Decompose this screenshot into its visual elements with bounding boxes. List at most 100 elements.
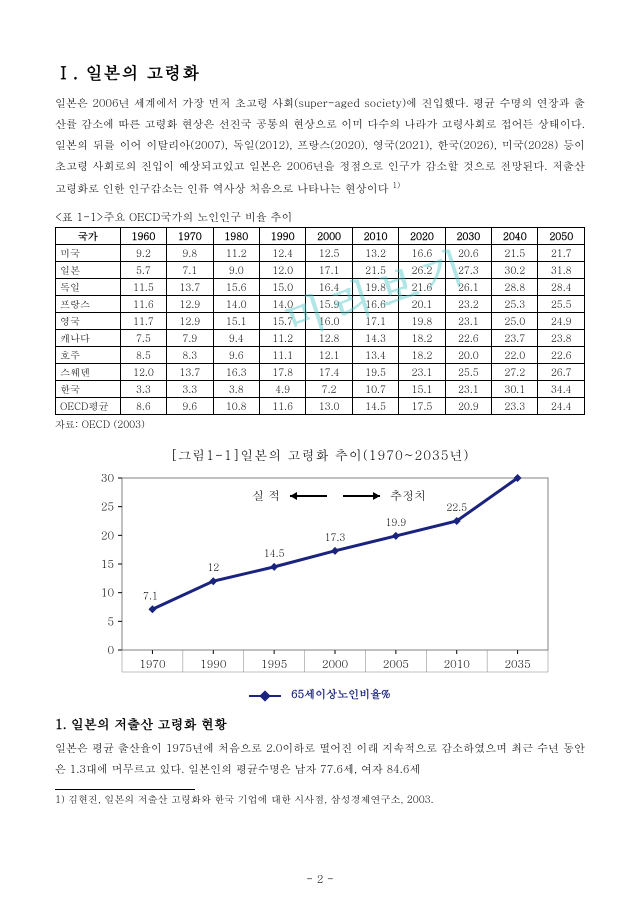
table-cell: 8.3 [167, 347, 213, 364]
svg-text:10: 10 [101, 586, 115, 601]
svg-text:추정치: 추정치 [390, 487, 426, 504]
svg-text:2005: 2005 [383, 657, 409, 672]
table-cell: 7.9 [167, 330, 213, 347]
table-cell: 23.8 [538, 330, 585, 347]
table-cell: 28.8 [492, 279, 538, 296]
table-cell: 17.8 [259, 364, 305, 381]
table-cell: 9.6 [213, 347, 259, 364]
table-cell: 14.3 [352, 330, 398, 347]
table-cell: 호주 [56, 347, 121, 364]
table-cell: 캐나다 [56, 330, 121, 347]
paragraph-1: 일본은 2006년 세계에서 가장 먼저 초고령 사회(super-aged s… [55, 94, 585, 200]
table-row: 미국9.29.811.212.412.513.216.620.621.521.7 [56, 245, 585, 262]
table-cell: 20.0 [445, 347, 491, 364]
svg-text:실 적: 실 적 [252, 487, 280, 504]
table-cell: 34.4 [538, 381, 585, 398]
table-cell: 14.0 [259, 296, 305, 313]
table-cell: 31.8 [538, 262, 585, 279]
table-row: 프랑스11.612.914.014.015.916.620.123.225.32… [56, 296, 585, 313]
table-cell: 16.6 [399, 245, 445, 262]
table-header-cell: 2000 [306, 228, 352, 245]
table-cell: 24.4 [538, 398, 585, 415]
table-cell: 11.6 [259, 398, 305, 415]
svg-text:2000: 2000 [322, 657, 349, 672]
svg-text:30: 30 [101, 471, 115, 486]
table-cell: 10.8 [213, 398, 259, 415]
svg-text:30: 30 [512, 468, 524, 471]
table-cell: 독일 [56, 279, 121, 296]
table-cell: 16.4 [306, 279, 352, 296]
table-cell: 30.2 [492, 262, 538, 279]
table-cell: 23.1 [445, 313, 491, 330]
table-cell: 7.1 [167, 262, 213, 279]
footnote-mark-1: 1) [392, 180, 400, 191]
table-row: OECD평균8.69.610.811.613.014.517.520.923.3… [56, 398, 585, 415]
table-caption: <표 1-1>주요 OECD국가의 노인인구 비율 추이 [55, 210, 585, 225]
table-header-cell: 2050 [538, 228, 585, 245]
chart-box: 0510152025301970199019952000200520102035… [80, 468, 560, 683]
table-cell: 21.6 [399, 279, 445, 296]
table-cell: 18.2 [399, 347, 445, 364]
table-cell: 15.7 [259, 313, 305, 330]
legend-label: 65세이상노인비율% [291, 687, 391, 702]
svg-text:1995: 1995 [261, 657, 287, 672]
legend-marker-icon [249, 695, 281, 697]
table-header-cell: 1980 [213, 228, 259, 245]
table-header-cell: 2040 [492, 228, 538, 245]
table-cell: 19.8 [399, 313, 445, 330]
table-cell: 26.7 [538, 364, 585, 381]
table-cell: 9.6 [167, 398, 213, 415]
table-cell: 16.0 [306, 313, 352, 330]
table-cell: 12.4 [259, 245, 305, 262]
svg-text:1990: 1990 [200, 657, 227, 672]
table-cell: 9.4 [213, 330, 259, 347]
table-cell: 21.5 [352, 262, 398, 279]
paragraph-2: 일본은 평균 출산율이 1975년에 처음으로 2.0이하로 떨어진 이래 지속… [55, 739, 585, 781]
table-header-cell: 2030 [445, 228, 491, 245]
oecd-table: 국가19601970198019902000201020202030204020… [55, 227, 585, 415]
table-cell: 22.6 [445, 330, 491, 347]
table-cell: 19.5 [352, 364, 398, 381]
table-cell: 15.1 [213, 313, 259, 330]
table-cell: 3.3 [120, 381, 166, 398]
table-header-cell: 2010 [352, 228, 398, 245]
table-source: 자료: OECD (2003) [55, 417, 585, 431]
table-cell: 25.3 [492, 296, 538, 313]
table-cell: 12.0 [259, 262, 305, 279]
svg-text:22.5: 22.5 [446, 500, 467, 514]
table-cell: 19.8 [352, 279, 398, 296]
svg-text:2035: 2035 [504, 657, 530, 672]
table-row: 스웨덴12.013.716.317.817.419.523.125.527.22… [56, 364, 585, 381]
table-cell: 27.3 [445, 262, 491, 279]
table-cell: 10.7 [352, 381, 398, 398]
table-cell: 16.3 [213, 364, 259, 381]
svg-text:1970: 1970 [139, 657, 166, 672]
table-cell: 25.5 [538, 296, 585, 313]
table-cell: 7.5 [120, 330, 166, 347]
table-cell: 17.5 [399, 398, 445, 415]
table-cell: 12.5 [306, 245, 352, 262]
table-cell: 25.5 [445, 364, 491, 381]
table-row: 일본5.77.19.012.017.121.526.227.330.231.8 [56, 262, 585, 279]
table-header-cell: 1990 [259, 228, 305, 245]
table-cell: 미국 [56, 245, 121, 262]
table-cell: 14.0 [213, 296, 259, 313]
table-cell: 20.9 [445, 398, 491, 415]
table-cell: 9.2 [120, 245, 166, 262]
table-cell: 3.3 [167, 381, 213, 398]
table-cell: 영국 [56, 313, 121, 330]
table-cell: 13.0 [306, 398, 352, 415]
chart-legend: 65세이상노인비율% [55, 687, 585, 702]
svg-text:14.5: 14.5 [264, 546, 285, 560]
footnote-rule [55, 789, 195, 790]
table-row: 독일11.513.715.615.016.419.821.626.128.828… [56, 279, 585, 296]
table-cell: 12.9 [167, 296, 213, 313]
table-cell: 15.6 [213, 279, 259, 296]
table-cell: 프랑스 [56, 296, 121, 313]
table-cell: 26.2 [399, 262, 445, 279]
table-cell: 12.1 [306, 347, 352, 364]
table-cell: 3.8 [213, 381, 259, 398]
table-cell: 14.5 [352, 398, 398, 415]
table-cell: 20.6 [445, 245, 491, 262]
table-cell: 11.5 [120, 279, 166, 296]
